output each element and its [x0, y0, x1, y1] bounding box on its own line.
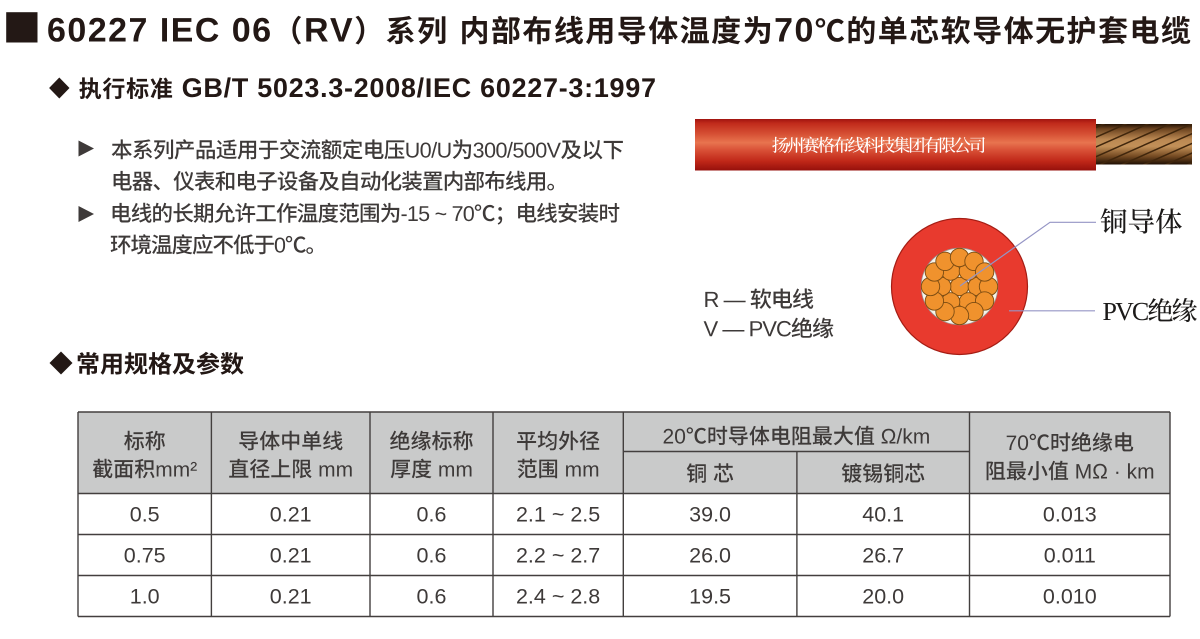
svg-text:0.21: 0.21: [270, 585, 312, 609]
svg-text:39.0: 39.0: [689, 503, 731, 527]
svg-text:0.011: 0.011: [1044, 544, 1096, 568]
svg-text:0.010: 0.010: [1043, 585, 1097, 609]
svg-text:19.5: 19.5: [689, 585, 731, 609]
svg-text:0.6: 0.6: [417, 585, 447, 609]
svg-text:26.0: 26.0: [689, 544, 731, 568]
svg-text:0.21: 0.21: [270, 544, 312, 568]
svg-text:0.013: 0.013: [1043, 503, 1097, 527]
svg-text:0.75: 0.75: [124, 544, 166, 568]
svg-text:2.1 ~ 2.5: 2.1 ~ 2.5: [516, 503, 600, 527]
svg-text:40.1: 40.1: [862, 503, 904, 527]
svg-text:0.21: 0.21: [270, 503, 312, 527]
svg-text:26.7: 26.7: [862, 544, 904, 568]
svg-text:1.0: 1.0: [130, 585, 160, 609]
svg-text:0.6: 0.6: [417, 544, 447, 568]
svg-text:20.0: 20.0: [862, 585, 904, 609]
svg-text:0.6: 0.6: [417, 503, 447, 527]
svg-text:0.5: 0.5: [130, 503, 160, 527]
svg-text:2.2 ~ 2.7: 2.2 ~ 2.7: [516, 544, 600, 568]
svg-text:2.4 ~ 2.8: 2.4 ~ 2.8: [516, 585, 600, 609]
